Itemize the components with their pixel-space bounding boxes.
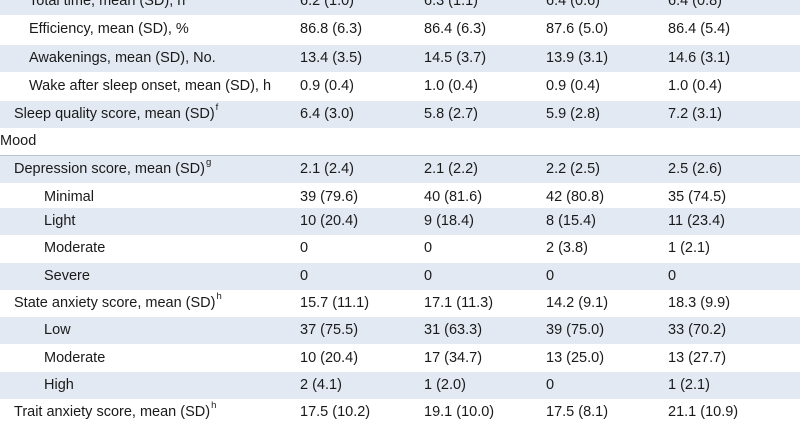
cell-value: 39 (75.0) (546, 317, 604, 344)
table-row: Minimal 39 (79.6) 40 (81.6) 42 (80.8) 35… (0, 184, 800, 211)
cell-value: 21.1 (10.9) (668, 399, 738, 426)
cell-value: 19.1 (10.0) (424, 399, 494, 426)
row-label: Efficiency, mean (SD), % (29, 16, 189, 43)
cell-value: 0 (668, 263, 676, 290)
cell-value: 17.1 (11.3) (424, 290, 493, 317)
row-label: Moderate (44, 235, 105, 262)
cell-value: 8 (15.4) (546, 208, 596, 235)
cell-value: 35 (74.5) (668, 184, 726, 211)
cell-value: 17.5 (10.2) (300, 399, 370, 426)
cell-value: 10 (20.4) (300, 345, 358, 372)
cell-value: 1.0 (0.4) (424, 73, 478, 100)
cell-value: 13 (27.7) (668, 345, 726, 372)
row-label: Total time, mean (SD), he (29, 0, 192, 15)
cell-value: 2 (3.8) (546, 235, 588, 262)
cell-value: 0 (300, 263, 308, 290)
table-row: Moderate 10 (20.4) 17 (34.7) 13 (25.0) 1… (0, 345, 800, 372)
row-label: Moderate (44, 345, 105, 372)
cell-value: 86.4 (5.4) (668, 16, 730, 43)
table-row: Severe 0 0 0 0 (0, 263, 800, 290)
cell-value: 1 (2.1) (668, 372, 710, 399)
cell-value: 18.3 (9.9) (668, 290, 730, 317)
cell-value: 6.2 (1.0) (300, 0, 354, 15)
cell-value: 40 (81.6) (424, 184, 482, 211)
table-row: State anxiety score, mean (SD)h 15.7 (11… (0, 290, 800, 317)
row-label: Trait anxiety score, mean (SD)h (14, 399, 216, 426)
cell-value: 42 (80.8) (546, 184, 604, 211)
row-label: Minimal (44, 184, 94, 211)
cell-value: 7.2 (3.1) (668, 101, 722, 128)
row-label: Severe (44, 263, 90, 290)
cell-value: 0 (546, 372, 554, 399)
row-label: Light (44, 208, 75, 235)
table-row: Depression score, mean (SD)g 2.1 (2.4) 2… (0, 156, 800, 183)
table-row: Awakenings, mean (SD), No. 13.4 (3.5) 14… (0, 45, 800, 72)
cell-value: 0 (300, 235, 308, 262)
cell-value: 87.6 (5.0) (546, 16, 608, 43)
table-row: Trait anxiety score, mean (SD)h 17.5 (10… (0, 399, 800, 426)
section-header-row: Mood (0, 128, 800, 156)
cell-value: 5.8 (2.7) (424, 101, 478, 128)
cell-value: 14.2 (9.1) (546, 290, 608, 317)
row-label: State anxiety score, mean (SD)h (14, 290, 222, 317)
cell-value: 13 (25.0) (546, 345, 604, 372)
cell-value: 2.1 (2.2) (424, 156, 478, 183)
cell-value: 13.9 (3.1) (546, 45, 608, 72)
row-label: High (44, 372, 74, 399)
cell-value: 9 (18.4) (424, 208, 474, 235)
cell-value: 10 (20.4) (300, 208, 358, 235)
cell-value: 14.6 (3.1) (668, 45, 730, 72)
table-row: Low 37 (75.5) 31 (63.3) 39 (75.0) 33 (70… (0, 317, 800, 344)
cell-value: 5.9 (2.8) (546, 101, 600, 128)
footnote-marker: h (211, 400, 216, 411)
row-label: Depression score, mean (SD)g (14, 156, 211, 183)
row-label: Wake after sleep onset, mean (SD), h (29, 73, 271, 100)
cell-value: 0.9 (0.4) (546, 73, 600, 100)
table-row: Sleep quality score, mean (SD)f 6.4 (3.0… (0, 101, 800, 128)
cell-value: 15.7 (11.1) (300, 290, 369, 317)
cell-value: 86.4 (6.3) (424, 16, 486, 43)
cell-value: 6.4 (0.8) (668, 0, 722, 15)
table-row: Wake after sleep onset, mean (SD), h 0.9… (0, 73, 800, 100)
cell-value: 17.5 (8.1) (546, 399, 608, 426)
footnote-marker: h (216, 291, 221, 302)
cell-value: 37 (75.5) (300, 317, 358, 344)
table-row: Total time, mean (SD), he 6.2 (1.0) 6.3 … (0, 0, 800, 15)
cell-value: 17 (34.7) (424, 345, 482, 372)
footnote-marker: f (216, 102, 219, 113)
cell-value: 11 (23.4) (668, 208, 725, 235)
cell-value: 0 (546, 263, 554, 290)
cell-value: 2.2 (2.5) (546, 156, 600, 183)
cell-value: 86.8 (6.3) (300, 16, 362, 43)
row-label: Sleep quality score, mean (SD)f (14, 101, 218, 128)
cell-value: 1.0 (0.4) (668, 73, 722, 100)
cell-value: 13.4 (3.5) (300, 45, 362, 72)
table-row: Light 10 (20.4) 9 (18.4) 8 (15.4) 11 (23… (0, 208, 800, 235)
table-row: Efficiency, mean (SD), % 86.8 (6.3) 86.4… (0, 16, 800, 43)
table-row: High 2 (4.1) 1 (2.0) 0 1 (2.1) (0, 372, 800, 399)
cell-value: 2.5 (2.6) (668, 156, 722, 183)
cell-value: 0 (424, 263, 432, 290)
cell-value: 0.9 (0.4) (300, 73, 354, 100)
cell-value: 6.3 (1.1) (424, 0, 478, 15)
cell-value: 6.4 (0.6) (546, 0, 600, 15)
row-label: Low (44, 317, 71, 344)
cell-value: 1 (2.0) (424, 372, 466, 399)
cell-value: 31 (63.3) (424, 317, 482, 344)
cell-value: 39 (79.6) (300, 184, 358, 211)
section-label-mood: Mood (0, 128, 36, 155)
cell-value: 1 (2.1) (668, 235, 710, 262)
cell-value: 2.1 (2.4) (300, 156, 354, 183)
cell-value: 2 (4.1) (300, 372, 342, 399)
cell-value: 0 (424, 235, 432, 262)
cell-value: 33 (70.2) (668, 317, 726, 344)
row-label: Awakenings, mean (SD), No. (29, 45, 216, 72)
cell-value: 6.4 (3.0) (300, 101, 354, 128)
footnote-marker: g (206, 157, 211, 168)
cell-value: 14.5 (3.7) (424, 45, 486, 72)
table-row: Moderate 0 0 2 (3.8) 1 (2.1) (0, 235, 800, 262)
